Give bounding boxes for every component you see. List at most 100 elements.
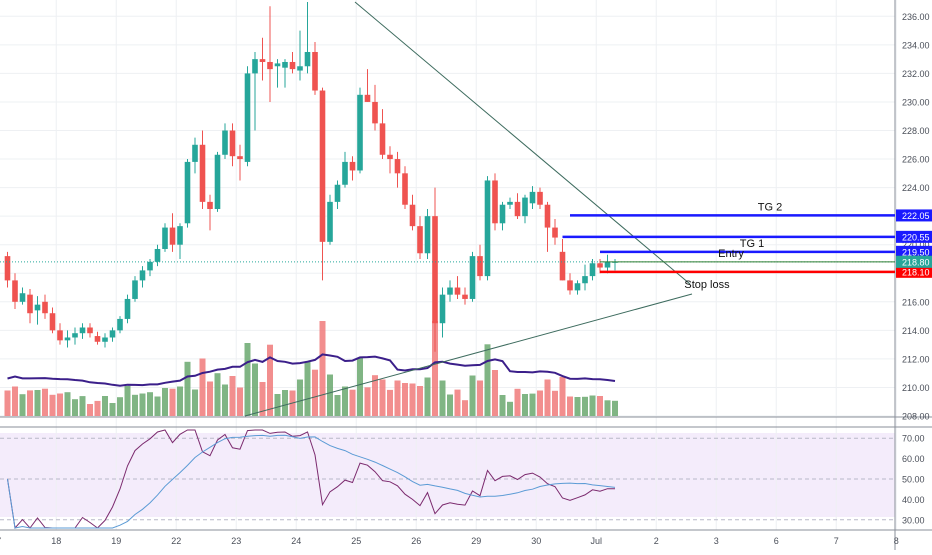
candle[interactable] xyxy=(124,294,131,324)
candle[interactable] xyxy=(409,194,416,231)
candle[interactable] xyxy=(184,159,191,228)
candle[interactable] xyxy=(327,194,333,245)
candle[interactable] xyxy=(372,84,378,131)
candle[interactable] xyxy=(567,273,573,295)
candle[interactable] xyxy=(42,294,48,319)
candle[interactable] xyxy=(349,156,356,181)
candle[interactable] xyxy=(72,327,78,345)
candle[interactable] xyxy=(589,258,596,281)
candle[interactable] xyxy=(574,280,581,295)
candle[interactable] xyxy=(57,323,63,345)
candle[interactable] xyxy=(537,187,543,210)
candle[interactable] xyxy=(357,87,363,174)
candle[interactable] xyxy=(454,276,461,299)
candle[interactable] xyxy=(469,251,476,302)
candle[interactable] xyxy=(132,276,138,302)
candle[interactable] xyxy=(394,151,401,188)
volume-ma-line xyxy=(7,353,616,387)
candle[interactable] xyxy=(19,287,26,305)
candle[interactable] xyxy=(522,194,528,224)
candle[interactable] xyxy=(379,109,386,160)
candle-body xyxy=(252,59,258,74)
candle[interactable] xyxy=(162,223,168,252)
candle[interactable] xyxy=(34,296,41,325)
candle[interactable] xyxy=(582,264,588,291)
candle[interactable] xyxy=(297,30,303,81)
candle[interactable] xyxy=(402,166,408,210)
candle[interactable] xyxy=(64,330,71,348)
price-tag-label: 220.55 xyxy=(902,232,930,242)
candle[interactable] xyxy=(169,213,176,252)
candle[interactable] xyxy=(484,176,491,281)
volume-bar xyxy=(514,388,521,416)
price-tag-label: 219.50 xyxy=(902,247,930,257)
candle[interactable] xyxy=(319,87,326,281)
candle[interactable] xyxy=(252,51,258,131)
candle[interactable] xyxy=(214,151,221,212)
candle[interactable] xyxy=(102,333,108,348)
volume-bar xyxy=(492,370,498,416)
candle[interactable] xyxy=(289,51,296,74)
candle[interactable] xyxy=(334,180,341,210)
candle[interactable] xyxy=(154,244,161,267)
candle[interactable] xyxy=(49,307,56,334)
trendline-lower[interactable] xyxy=(244,293,693,417)
candle[interactable] xyxy=(507,197,513,210)
candle[interactable] xyxy=(499,201,506,231)
volume-bar xyxy=(229,376,236,416)
candle[interactable] xyxy=(304,2,311,74)
candle[interactable] xyxy=(447,280,453,302)
candle[interactable] xyxy=(604,254,611,274)
candle[interactable] xyxy=(514,193,521,220)
candle[interactable] xyxy=(177,223,183,259)
candle[interactable] xyxy=(552,219,558,245)
candle-body xyxy=(364,94,371,102)
candle[interactable] xyxy=(439,287,446,338)
candle[interactable] xyxy=(282,59,288,88)
candle[interactable] xyxy=(192,137,198,174)
rsi-ma-line xyxy=(7,434,616,529)
candle[interactable] xyxy=(417,216,423,259)
candle[interactable] xyxy=(267,6,273,102)
candle[interactable] xyxy=(492,173,498,231)
candle[interactable] xyxy=(274,59,281,88)
candle[interactable] xyxy=(109,327,116,342)
candle[interactable] xyxy=(364,69,371,102)
candle[interactable] xyxy=(387,146,393,174)
candle[interactable] xyxy=(424,209,431,259)
candle[interactable] xyxy=(544,201,551,252)
candle[interactable] xyxy=(612,258,618,271)
candle[interactable] xyxy=(139,266,146,288)
candle[interactable] xyxy=(79,323,86,339)
price-tag-bg xyxy=(896,255,932,268)
candle[interactable] xyxy=(529,186,536,210)
candle[interactable] xyxy=(237,144,243,181)
candle[interactable] xyxy=(462,287,468,305)
candle[interactable] xyxy=(259,37,266,81)
candle[interactable] xyxy=(27,288,33,324)
candle[interactable] xyxy=(207,194,213,231)
candle[interactable] xyxy=(244,66,251,167)
candle[interactable] xyxy=(312,41,318,95)
annotation-label: Entry xyxy=(718,248,744,260)
candle[interactable] xyxy=(199,130,206,210)
candle[interactable] xyxy=(4,251,11,288)
candle[interactable] xyxy=(432,187,438,352)
volume-bar xyxy=(282,390,288,416)
volume-bar xyxy=(244,343,251,416)
candle[interactable] xyxy=(117,316,123,334)
candle[interactable] xyxy=(477,244,483,281)
candle[interactable] xyxy=(342,151,348,188)
candle[interactable] xyxy=(229,123,236,167)
time-tick-label: 29 xyxy=(471,536,481,546)
volume-bar xyxy=(574,397,581,416)
trendline-upper[interactable] xyxy=(354,1,691,285)
candle[interactable] xyxy=(12,273,18,309)
candle[interactable] xyxy=(94,331,101,345)
candle[interactable] xyxy=(559,238,566,281)
volume-bar xyxy=(364,387,371,416)
candle[interactable] xyxy=(87,323,93,338)
candle[interactable] xyxy=(222,123,228,160)
